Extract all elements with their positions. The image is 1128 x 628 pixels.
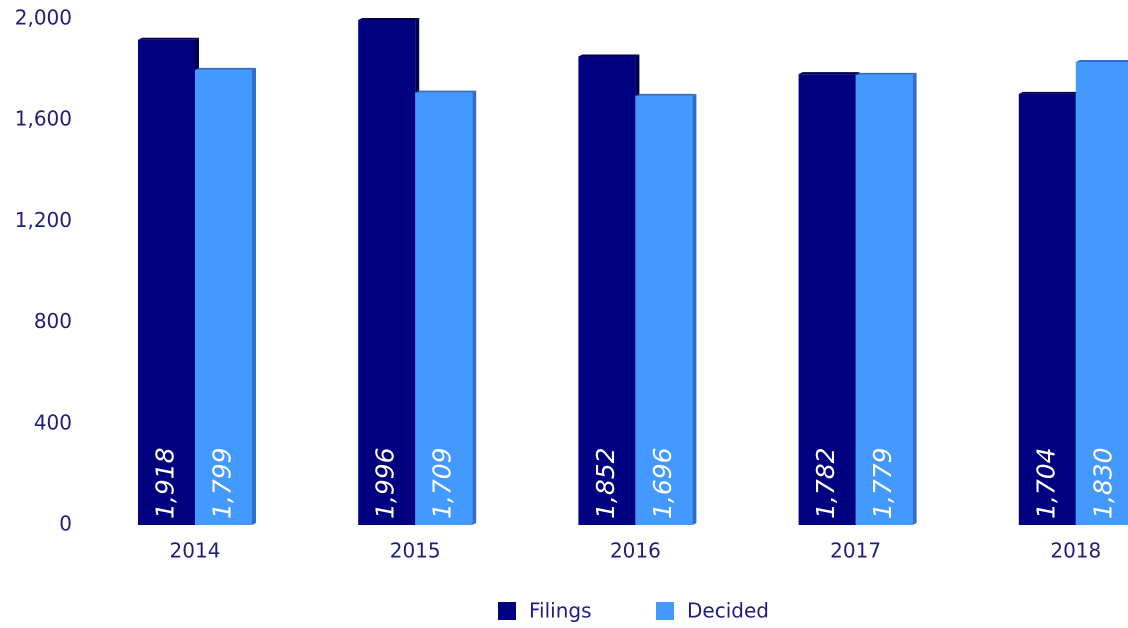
y-tick-label: 0 [59, 512, 72, 536]
y-tick-label: 1,600 [15, 107, 72, 131]
legend-swatch [656, 602, 674, 620]
bar [1018, 93, 1076, 525]
legend-label: Filings [529, 599, 592, 623]
value-label: 1,782 [811, 447, 840, 519]
bar-side [472, 90, 477, 526]
legend-swatch [498, 602, 516, 620]
bar [798, 74, 856, 526]
value-label: 1,704 [1031, 447, 1060, 519]
value-label: 1,918 [151, 447, 180, 519]
y-tick-label: 800 [34, 309, 72, 333]
bar [138, 39, 195, 525]
bar-side [692, 93, 697, 526]
x-tick-label: 2018 [1050, 539, 1101, 563]
y-tick-label: 400 [34, 410, 72, 434]
bar [855, 74, 913, 526]
bar-top [415, 90, 477, 93]
bar [415, 92, 473, 526]
y-tick-label: 2,000 [15, 6, 72, 30]
value-label: 1,696 [648, 447, 677, 519]
value-label: 1,852 [591, 447, 620, 519]
x-tick-label: 2014 [170, 539, 221, 563]
x-tick-label: 2017 [830, 539, 881, 563]
value-label: 1,709 [428, 447, 457, 519]
value-label: 1,996 [371, 447, 400, 519]
bar-top [1018, 91, 1080, 94]
bar-top [1075, 60, 1128, 63]
bar-top [855, 72, 917, 75]
bar [195, 69, 252, 525]
bar-side [912, 72, 917, 526]
bar [358, 20, 416, 526]
bar [635, 95, 693, 526]
bar-top [358, 18, 420, 21]
bar-top [635, 93, 697, 96]
legend-label: Decided [687, 599, 769, 623]
bar-side [252, 67, 256, 525]
bar [1075, 62, 1128, 525]
bar-top [195, 67, 256, 70]
bar-top [138, 37, 199, 40]
bar-top [798, 72, 860, 75]
value-label: 1,779 [868, 447, 897, 519]
x-tick-label: 2015 [390, 539, 441, 563]
y-tick-label: 1,200 [15, 208, 72, 232]
value-label: 1,799 [208, 447, 237, 519]
bar-top [578, 54, 640, 57]
bar [578, 56, 636, 525]
x-tick-label: 2016 [610, 539, 661, 563]
value-label: 1,830 [1088, 447, 1117, 519]
